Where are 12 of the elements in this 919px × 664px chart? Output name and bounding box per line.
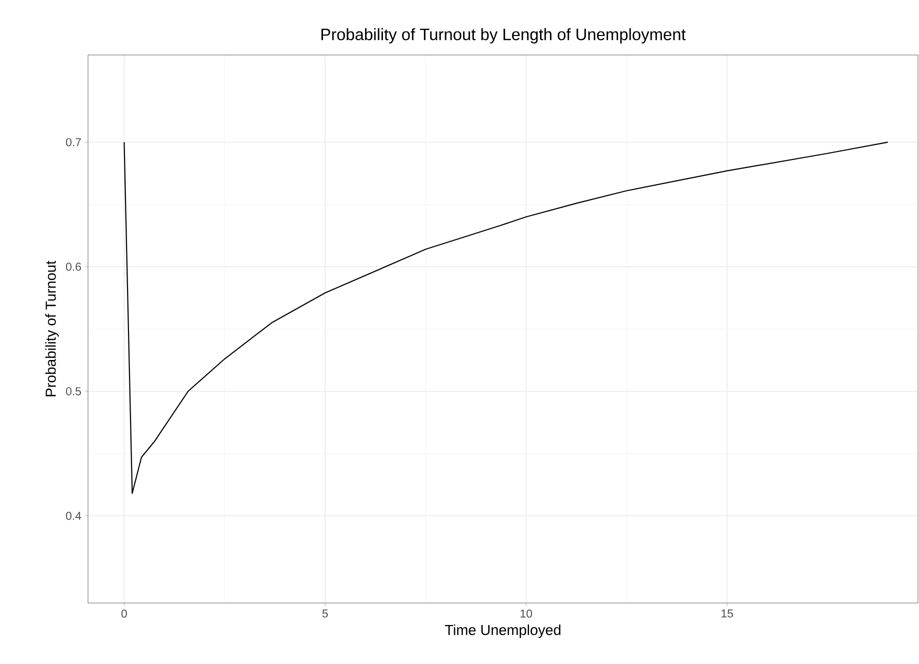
y-tick-label: 0.4 [66, 512, 82, 520]
x-tick-label: 10 [520, 610, 532, 618]
x-tick-label: 5 [322, 610, 328, 618]
y-tick-label: 0.7 [66, 138, 81, 146]
x-axis-title: Time Unemployed [444, 624, 560, 638]
x-tick-label: 0 [121, 610, 127, 618]
line-series [124, 142, 888, 494]
y-tick-label: 0.6 [66, 262, 81, 271]
y-tick-label: 0.5 [66, 387, 81, 396]
chart-title: Probability of Turnout by Length of Unemployment [321, 28, 686, 44]
y-axis-title: Probability of Turnout [45, 260, 59, 396]
x-tick-label: 15 [722, 610, 733, 618]
